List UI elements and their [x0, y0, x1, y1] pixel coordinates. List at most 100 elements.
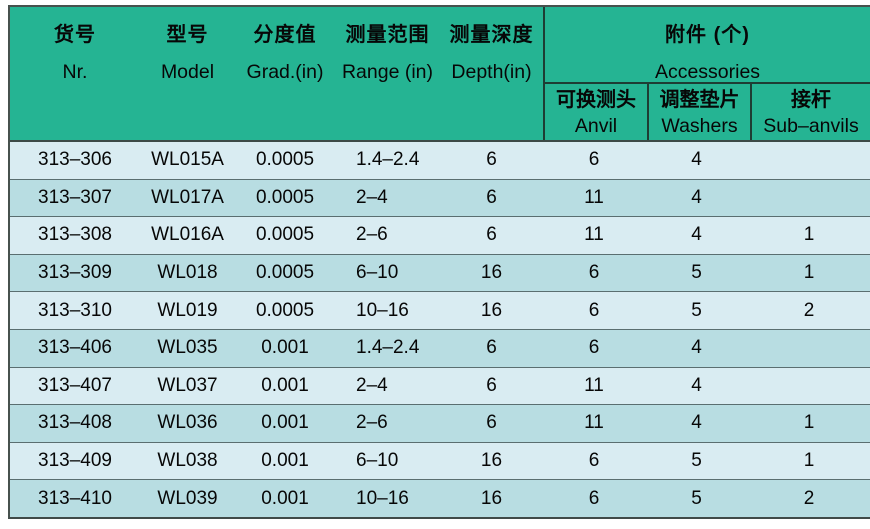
table-cell: 313–406 [38, 337, 112, 359]
table-cell: WL039 [157, 487, 218, 509]
column-header-range-zh: 测量范围 [345, 24, 430, 46]
table-cell: 2 [803, 487, 815, 509]
column-header-model-en: Model [160, 61, 215, 83]
table-cell: 1.4–2.4 [356, 337, 420, 359]
table-cell: 2–4 [356, 374, 388, 396]
table-cell: 10–16 [356, 487, 409, 509]
table-cell: 16 [480, 299, 503, 321]
table-cell: 4 [691, 224, 702, 246]
table-cell: 4 [691, 374, 702, 396]
column-header-nr: 货号 Nr. [10, 7, 140, 140]
table-cell: 0.001 [261, 450, 309, 472]
table-cell: 6 [588, 450, 600, 472]
table-cell: 2–6 [356, 412, 388, 434]
table-cell: 6 [588, 337, 600, 359]
table-cell: WL037 [157, 374, 218, 396]
table-cell: 1 [803, 224, 815, 246]
table-row: 313–306 WL015A 0.0005 1.4–2.4 6 6 4 [10, 142, 870, 179]
column-header-model: 型号 Model [140, 7, 235, 140]
table-row: 313–407 WL037 0.001 2–4 6 11 4 [10, 366, 870, 405]
table-cell: 5 [691, 487, 702, 509]
table-cell: 2–6 [356, 224, 388, 246]
column-header-depth-zh: 测量深度 [449, 24, 534, 46]
table-row: 313–307 WL017A 0.0005 2–4 6 11 4 [10, 178, 870, 217]
table-cell: 6–10 [356, 450, 399, 472]
table-cell: 6 [486, 224, 497, 246]
table-cell: 313–306 [38, 149, 112, 171]
table-cell: 6 [588, 149, 600, 171]
table-cell: 6 [486, 374, 497, 396]
column-header-anvil-zh: 可换测头 [556, 89, 636, 111]
table-cell: 313–307 [38, 186, 112, 208]
column-header-subanvils-en: Sub–anvils [763, 115, 859, 137]
accessories-group-title: 附件 (个) Accessories [545, 7, 870, 84]
table-cell: 313–409 [38, 450, 112, 472]
table-body: 313–306 WL015A 0.0005 1.4–2.4 6 6 4 313–307 WL01… [10, 140, 870, 517]
table-cell: 5 [691, 262, 702, 284]
column-header-range: 测量范围 Range (in) [335, 7, 440, 140]
column-header-depth-en: Depth(in) [451, 61, 532, 83]
table-cell: 5 [691, 450, 702, 472]
table-cell: 6 [486, 186, 497, 208]
column-header-subanvils: 接杆 Sub–anvils [750, 84, 870, 140]
table-cell: 4 [691, 149, 702, 171]
column-header-washers: 调整垫片 Washers [647, 84, 750, 140]
table-cell: 6–10 [356, 262, 399, 284]
table-row: 313–309 WL018 0.0005 6–10 16 6 5 1 [10, 253, 870, 292]
table-cell: 0.0005 [255, 224, 315, 246]
table-row: 313–310 WL019 0.0005 10–16 16 6 5 2 [10, 291, 870, 329]
table-cell: 313–407 [38, 374, 112, 396]
table-cell: WL017A [151, 186, 224, 208]
table-row: 313–406 WL035 0.001 1.4–2.4 6 6 4 [10, 328, 870, 367]
table-cell: 16 [480, 262, 503, 284]
accessories-subheaders: 可换测头 Anvil 调整垫片 Washers 接杆 Sub–anvils [545, 84, 870, 140]
table-cell: 0.001 [261, 412, 309, 434]
table-cell: 0.001 [261, 374, 309, 396]
table-cell: WL019 [157, 299, 218, 321]
table-cell: 11 [584, 224, 604, 246]
table-cell: 0.001 [261, 337, 309, 359]
table-row: 313–308 WL016A 0.0005 2–6 6 11 4 1 [10, 216, 870, 254]
table-cell: 16 [480, 487, 503, 509]
column-header-range-en: Range (in) [341, 61, 434, 83]
table-cell: 6 [486, 412, 497, 434]
accessories-group-header: 附件 (个) Accessories 可换测头 Anvil 调整垫片 Washe… [543, 7, 870, 140]
table-cell: 0.0005 [255, 149, 315, 171]
column-header-nr-en: Nr. [62, 61, 88, 83]
column-header-graduation: 分度值 Grad.(in) [235, 7, 335, 140]
table-row: 313–409 WL038 0.001 6–10 16 6 5 1 [10, 441, 870, 480]
table-cell: WL036 [157, 412, 218, 434]
column-header-graduation-zh: 分度值 [253, 24, 317, 46]
specification-table: 货号 Nr. 型号 Model 分度值 Grad.(in) 测量范围 Range… [8, 5, 870, 519]
column-header-depth: 测量深度 Depth(in) [440, 7, 543, 140]
table-cell: 313–308 [38, 224, 112, 246]
table-cell: 0.001 [261, 487, 309, 509]
table-cell: 1 [803, 450, 815, 472]
table-cell: 313–410 [38, 487, 112, 509]
table-cell: WL038 [157, 450, 218, 472]
table-cell: 6 [486, 149, 497, 171]
table-cell: 6 [486, 337, 497, 359]
column-header-washers-zh: 调整垫片 [659, 89, 740, 111]
table-cell: 4 [691, 337, 702, 359]
table-cell: 4 [691, 186, 702, 208]
table-cell: WL035 [157, 337, 218, 359]
column-header-anvil-en: Anvil [574, 115, 618, 137]
table-cell: 10–16 [356, 299, 409, 321]
table-cell: WL018 [157, 262, 218, 284]
table-row: 313–410 WL039 0.001 10–16 16 6 5 2 [10, 479, 870, 517]
table-cell: 1.4–2.4 [356, 149, 420, 171]
table-cell: 6 [588, 262, 600, 284]
table-cell: 2–4 [356, 186, 388, 208]
table-row: 313–408 WL036 0.001 2–6 6 11 4 1 [10, 404, 870, 442]
table-cell: 11 [584, 412, 604, 434]
table-cell: WL016A [151, 224, 224, 246]
table-cell: 11 [584, 374, 604, 396]
column-header-washers-en: Washers [661, 115, 738, 137]
table-cell: 2 [803, 299, 815, 321]
table-cell: 313–408 [38, 412, 112, 434]
column-header-model-zh: 型号 [166, 24, 209, 46]
table-cell: 11 [584, 186, 604, 208]
table-header: 货号 Nr. 型号 Model 分度值 Grad.(in) 测量范围 Range… [10, 7, 870, 140]
column-header-nr-zh: 货号 [54, 24, 96, 46]
